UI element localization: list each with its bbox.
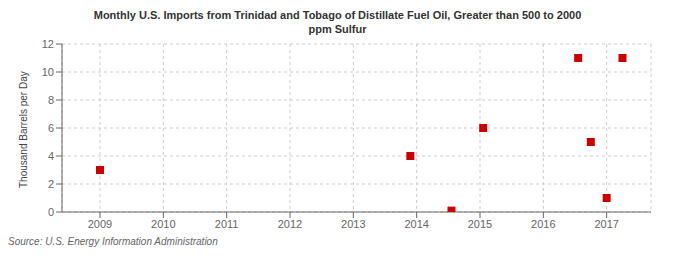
svg-text:2009: 2009 — [88, 218, 112, 230]
svg-text:2012: 2012 — [278, 218, 302, 230]
svg-text:8: 8 — [48, 94, 54, 106]
svg-text:2016: 2016 — [531, 218, 555, 230]
svg-text:6: 6 — [48, 122, 54, 134]
svg-text:0: 0 — [48, 206, 54, 218]
svg-text:2010: 2010 — [151, 218, 175, 230]
svg-text:10: 10 — [42, 66, 54, 78]
svg-text:Thousand Barrels per Day: Thousand Barrels per Day — [18, 71, 29, 188]
svg-text:4: 4 — [48, 150, 54, 162]
svg-text:2013: 2013 — [341, 218, 365, 230]
svg-text:2011: 2011 — [215, 218, 239, 230]
svg-text:2: 2 — [48, 178, 54, 190]
svg-text:2017: 2017 — [594, 218, 618, 230]
svg-text:2015: 2015 — [468, 218, 492, 230]
svg-text:2014: 2014 — [404, 218, 428, 230]
html-text:Monthly U.S. Imports from Trin: Monthly U.S. Imports from Trinidad and T… — [93, 9, 582, 35]
svg-text:12: 12 — [42, 38, 54, 50]
html-text:Source: U.S. Energy Informatio: Source: U.S. Energy Information Administ… — [8, 236, 218, 247]
